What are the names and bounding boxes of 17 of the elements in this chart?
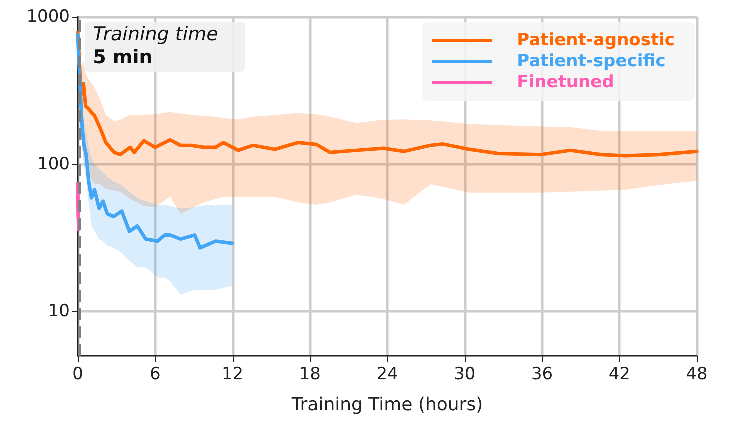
x-tick-label: 0 <box>72 364 84 384</box>
x-tick-label: 36 <box>531 364 554 384</box>
legend-label: Finetuned <box>517 72 614 92</box>
x-tick-label: 18 <box>299 364 321 384</box>
ref-line-label: Training time 5 min <box>93 24 218 68</box>
x-tick-label: 12 <box>222 364 244 384</box>
y-tick-label: 10 <box>48 302 70 322</box>
x-tick-label: 6 <box>150 364 161 384</box>
x-tick-label: 24 <box>376 364 398 384</box>
x-axis-title: Training Time (hours) <box>290 394 484 416</box>
y-tick-label: 1000 <box>26 7 70 27</box>
y-tick-label: 100 <box>38 154 70 174</box>
legend-label: Patient-agnostic <box>517 30 676 50</box>
x-tick-label: 42 <box>608 364 630 384</box>
legend-label: Patient-specific <box>517 52 666 72</box>
x-tick-label: 48 <box>686 364 708 384</box>
x-tick-label: 30 <box>454 364 476 384</box>
